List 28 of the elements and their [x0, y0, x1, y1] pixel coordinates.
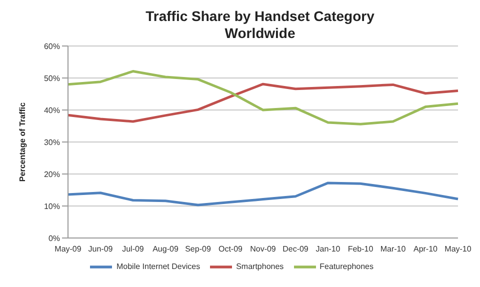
- legend-label: Featurephones: [320, 262, 374, 272]
- x-tick-label: Jul-09: [122, 244, 144, 254]
- x-tick-label: May-10: [444, 244, 472, 254]
- x-tick-label: May-09: [54, 244, 82, 254]
- x-tick-label: Jun-09: [88, 244, 114, 254]
- y-tick-label: 60%: [44, 42, 60, 51]
- x-tick-label: Feb-10: [348, 244, 374, 254]
- y-tick-label: 30%: [44, 138, 60, 147]
- chart-title: Traffic Share by Handset Category Worldwide: [144, 8, 376, 42]
- x-tick-label: Mar-10: [380, 244, 406, 254]
- line-series: [66, 182, 460, 206]
- x-tick-label: Nov-09: [250, 244, 276, 254]
- y-tick-label: 40%: [44, 106, 60, 115]
- legend-label: Smartphones: [236, 262, 284, 272]
- x-tick-label: Jan-10: [316, 244, 341, 254]
- y-tick-label: 50%: [44, 74, 60, 83]
- y-tick-label: 20%: [44, 170, 60, 179]
- y-tick-label: 0%: [48, 234, 60, 243]
- line-series: [66, 70, 460, 126]
- line-series: [66, 82, 460, 123]
- x-tick-label: Apr-10: [413, 244, 438, 254]
- x-tick-label: Oct-09: [218, 244, 244, 254]
- y-tick-label: 10%: [44, 202, 60, 211]
- y-axis-title: Percentage of Traffic: [18, 102, 27, 182]
- x-tick-label: Dec-09: [282, 244, 309, 254]
- x-tick-label: Sep-09: [185, 244, 212, 254]
- legend-label: Mobile Internet Devices: [116, 262, 200, 272]
- x-tick-label: Aug-09: [152, 244, 179, 254]
